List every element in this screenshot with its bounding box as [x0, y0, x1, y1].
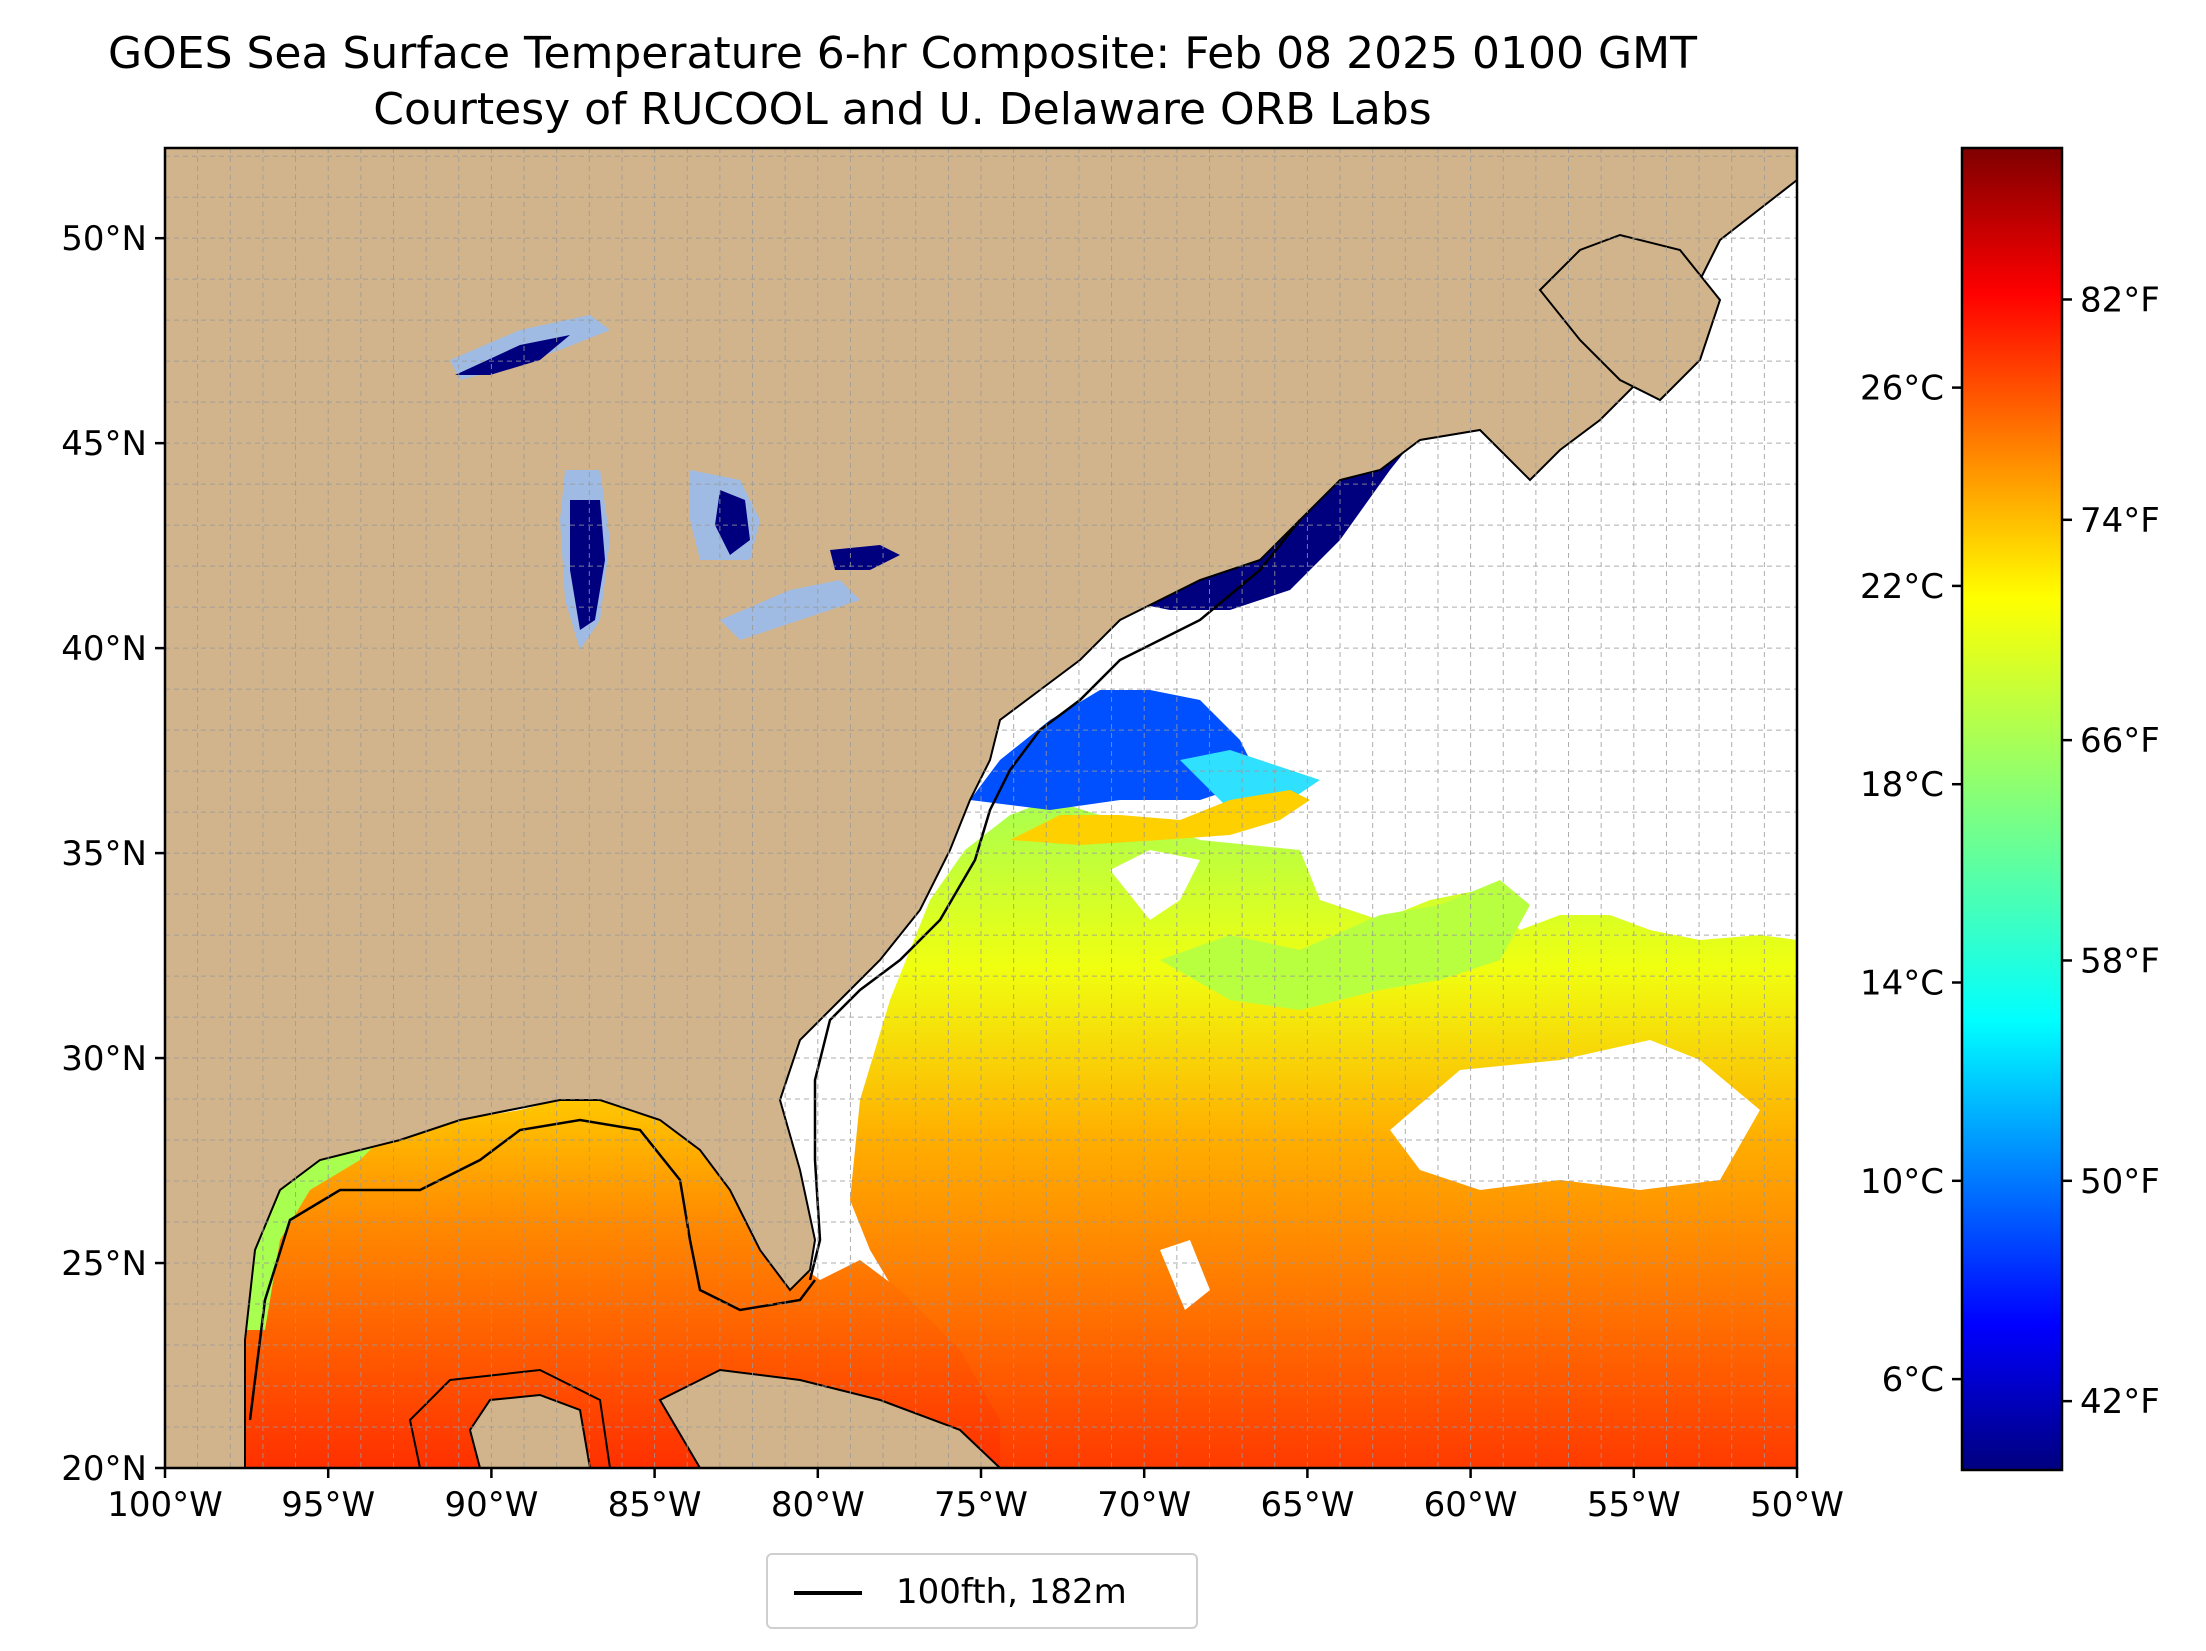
- cloud-gap: [1160, 1240, 1210, 1310]
- lat-tick-label: 25°N: [61, 1244, 147, 1284]
- graticule: [165, 148, 1797, 1468]
- celsius-tick-label: 10°C: [1860, 1162, 1944, 1202]
- colorbar-celsius-axis: 6°C 10°C 14°C 18°C 22°C 26°C: [1860, 369, 1962, 1400]
- celsius-tick-label: 18°C: [1860, 765, 1944, 805]
- fahrenheit-tick-label: 42°F: [2080, 1382, 2160, 1422]
- great-lakes: [450, 315, 900, 650]
- colorbar-fahrenheit-axis: 42°F 50°F 58°F 66°F 74°F 82°F: [2062, 280, 2160, 1422]
- lon-tick-label: 65°W: [1260, 1485, 1354, 1525]
- lat-tick-label: 20°N: [61, 1449, 147, 1489]
- map-title: GOES Sea Surface Temperature 6-hr Compos…: [108, 28, 1697, 79]
- lon-tick-label: 95°W: [281, 1485, 375, 1525]
- celsius-tick-label: 22°C: [1860, 567, 1944, 607]
- sst-slope-blue: [970, 690, 1260, 810]
- legend: 100fth, 182m: [766, 1553, 1198, 1629]
- colorbar: [1960, 146, 2064, 1472]
- isobath-yucatan: [408, 1368, 611, 1468]
- lon-tick-label: 55°W: [1587, 1485, 1681, 1525]
- lon-tick-label: 50°W: [1750, 1485, 1844, 1525]
- land-yucatan: [468, 1393, 592, 1468]
- lat-tick-label: 35°N: [61, 834, 147, 874]
- longitude-axis: 100°W 95°W 90°W 85°W 80°W 75°W 70°W 65°W 60°W 55°…: [107, 1468, 1844, 1525]
- cloud-gap: [1110, 850, 1200, 920]
- cloud-gap: [1390, 1040, 1760, 1190]
- lon-tick-label: 60°W: [1424, 1485, 1518, 1525]
- legend-line-swatch: [794, 1591, 862, 1595]
- legend-label: 100fth, 182m: [896, 1572, 1127, 1612]
- lon-tick-label: 80°W: [771, 1485, 865, 1525]
- lon-tick-label: 70°W: [1097, 1485, 1191, 1525]
- map-subtitle: Courtesy of RUCOOL and U. Delaware ORB L…: [373, 84, 1432, 135]
- latitude-axis: 20°N 25°N 30°N 35°N 40°N 45°N 50°N: [61, 219, 165, 1489]
- lat-tick-label: 30°N: [61, 1039, 147, 1079]
- lon-tick-label: 100°W: [107, 1485, 223, 1525]
- fahrenheit-tick-label: 82°F: [2080, 280, 2160, 320]
- lat-tick-label: 50°N: [61, 219, 147, 259]
- map-plot-area: [165, 148, 1797, 1468]
- land-cuba: [658, 1368, 1002, 1468]
- fahrenheit-tick-label: 50°F: [2080, 1162, 2160, 1202]
- fahrenheit-tick-label: 74°F: [2080, 501, 2160, 541]
- lon-tick-label: 75°W: [934, 1485, 1028, 1525]
- celsius-tick-label: 26°C: [1860, 369, 1944, 409]
- celsius-tick-label: 6°C: [1882, 1360, 1944, 1400]
- fahrenheit-tick-label: 58°F: [2080, 941, 2160, 981]
- fahrenheit-tick-label: 66°F: [2080, 721, 2160, 761]
- sst-gulf-stream-edge: [1010, 790, 1310, 845]
- land-newfoundland: [1538, 233, 1722, 402]
- lat-tick-label: 40°N: [61, 629, 147, 669]
- lon-tick-label: 85°W: [608, 1485, 702, 1525]
- isobath-100fth: [248, 519, 1301, 1421]
- celsius-tick-label: 14°C: [1860, 964, 1944, 1004]
- sst-atlantic-warm: [850, 800, 1797, 1468]
- lon-tick-label: 90°W: [444, 1485, 538, 1525]
- lat-tick-label: 45°N: [61, 424, 147, 464]
